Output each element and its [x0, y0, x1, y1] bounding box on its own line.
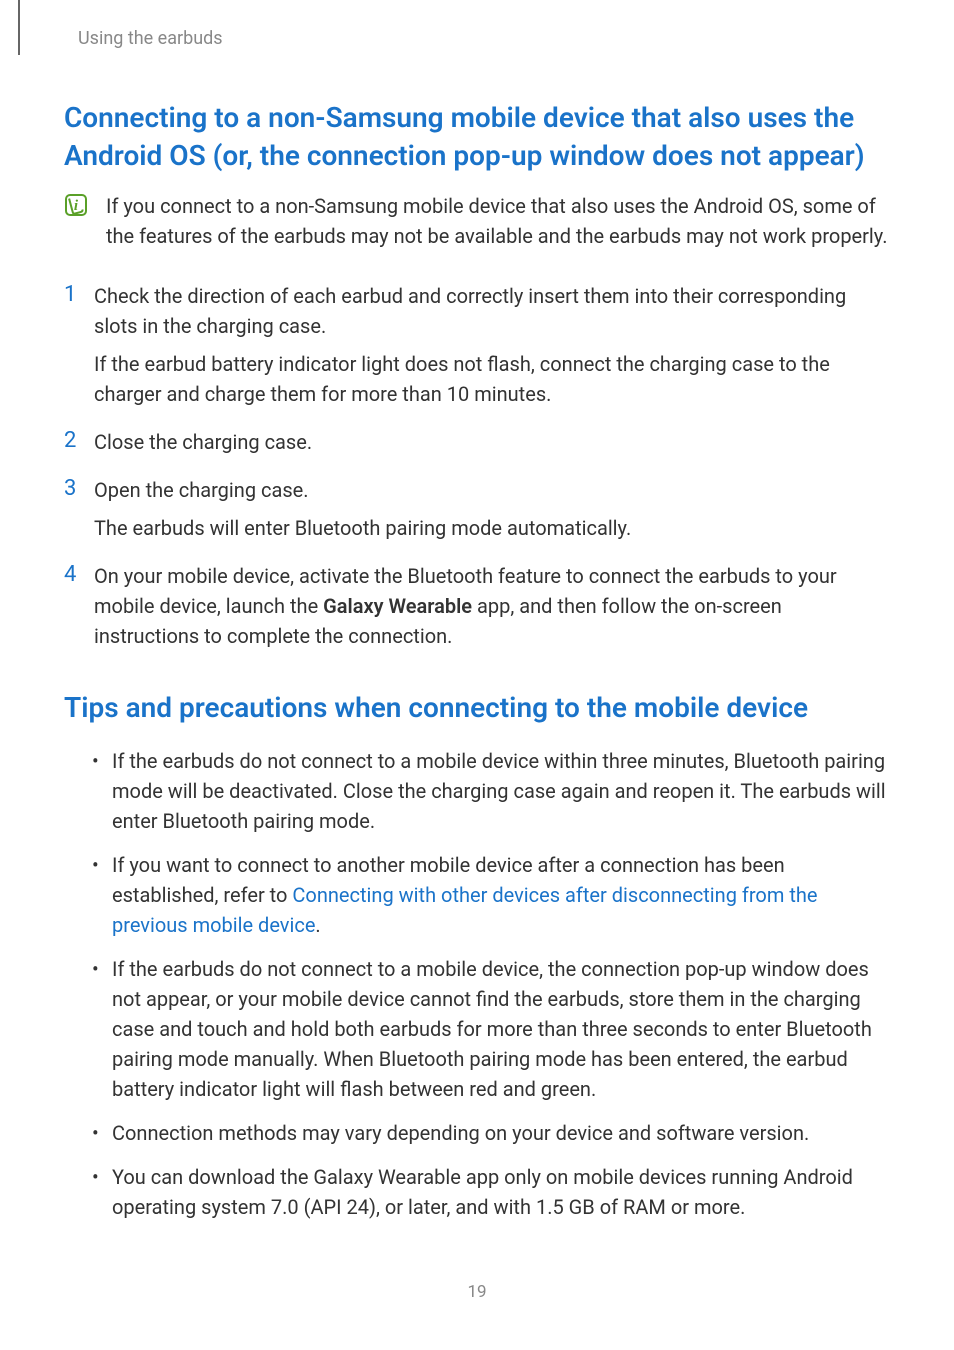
- bold-text: Galaxy Wearable: [323, 594, 472, 618]
- step-text: On your mobile device, activate the Blue…: [94, 561, 890, 651]
- step-body: Close the charging case.: [94, 427, 312, 457]
- step-number: 1: [64, 281, 80, 310]
- page-content: Connecting to a non-Samsung mobile devic…: [0, 49, 954, 1222]
- note-text: If you connect to a non-Samsung mobile d…: [106, 191, 890, 251]
- note-icon: i: [64, 193, 88, 217]
- step-text: If the earbud battery indicator light do…: [94, 349, 890, 409]
- header-divider: [18, 0, 20, 55]
- step-text: Open the charging case.: [94, 475, 631, 505]
- tip-item: If the earbuds do not connect to a mobil…: [92, 746, 890, 836]
- step-body: Check the direction of each earbud and c…: [94, 281, 890, 409]
- step-text: The earbuds will enter Bluetooth pairing…: [94, 513, 631, 543]
- step-text: Close the charging case.: [94, 427, 312, 457]
- tip-item: Connection methods may vary depending on…: [92, 1118, 890, 1148]
- step-number: 2: [64, 427, 80, 456]
- step-number: 3: [64, 475, 80, 504]
- step-item: 3 Open the charging case. The earbuds wi…: [64, 475, 890, 543]
- step-body: On your mobile device, activate the Blue…: [94, 561, 890, 651]
- step-item: 4 On your mobile device, activate the Bl…: [64, 561, 890, 651]
- note-block: i If you connect to a non-Samsung mobile…: [64, 191, 890, 251]
- step-item: 1 Check the direction of each earbud and…: [64, 281, 890, 409]
- tip-item: You can download the Galaxy Wearable app…: [92, 1162, 890, 1222]
- section-heading-1: Connecting to a non-Samsung mobile devic…: [64, 99, 890, 175]
- step-number: 4: [64, 561, 80, 590]
- section-heading-2: Tips and precautions when connecting to …: [64, 689, 890, 727]
- page-section-header: Using the earbuds: [0, 0, 954, 49]
- tip-item: If you want to connect to another mobile…: [92, 850, 890, 940]
- steps-list: 1 Check the direction of each earbud and…: [64, 281, 890, 651]
- tips-list: If the earbuds do not connect to a mobil…: [64, 746, 890, 1222]
- step-body: Open the charging case. The earbuds will…: [94, 475, 631, 543]
- step-item: 2 Close the charging case.: [64, 427, 890, 457]
- tip-item: If the earbuds do not connect to a mobil…: [92, 954, 890, 1104]
- step-text: Check the direction of each earbud and c…: [94, 281, 890, 341]
- page-number: 19: [0, 1282, 954, 1302]
